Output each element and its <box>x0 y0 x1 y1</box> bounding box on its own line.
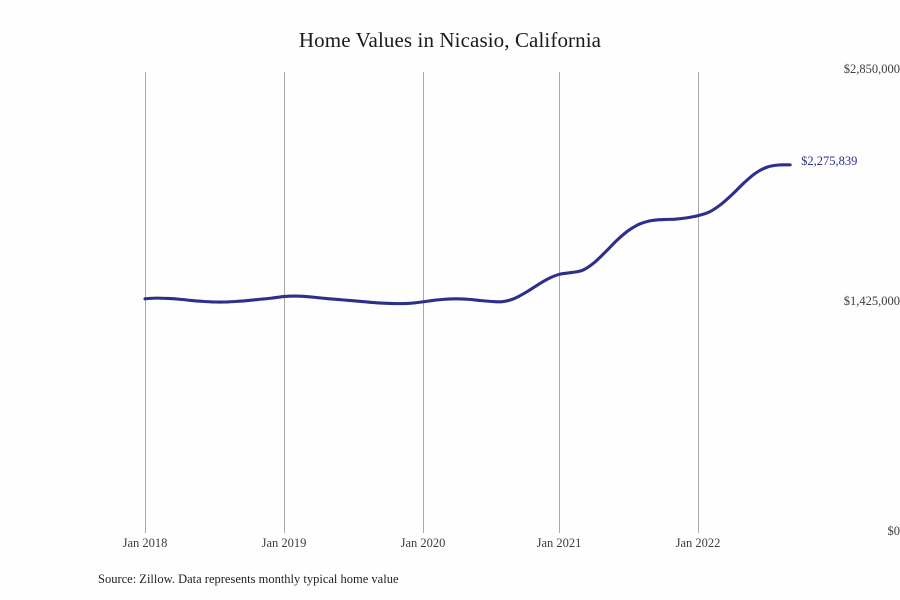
y-axis-tick-label-mid: $1,425,000 <box>843 294 900 308</box>
y-axis-tick-label-top: $2,850,000 <box>843 62 900 76</box>
y-axis-tick-label-bottom: $0 <box>887 524 900 538</box>
x-axis-tick-label-jan-2022: Jan 2022 <box>675 536 721 550</box>
x-axis-tick-label-jan-2021: Jan 2021 <box>536 536 582 550</box>
chart-title: Home Values in Nicasio, California <box>298 28 602 52</box>
source-note: Source: Zillow. Data represents monthly … <box>98 572 399 586</box>
series-line-typical-home-value <box>143 163 792 306</box>
series-end-value-label: $2,275,839 <box>801 153 858 168</box>
x-axis-tick-label-jan-2020: Jan 2020 <box>400 536 446 550</box>
x-axis-tick-label-jan-2018: Jan 2018 <box>122 536 168 550</box>
x-axis-tick-label-jan-2019: Jan 2019 <box>261 536 307 550</box>
